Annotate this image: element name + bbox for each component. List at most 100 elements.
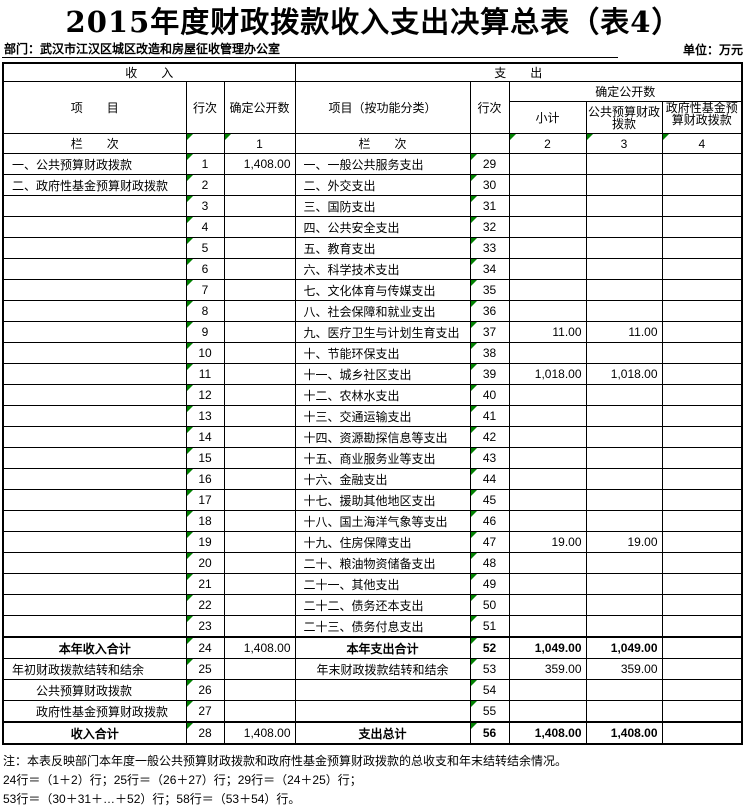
expense-item-cell: 二、外交支出 <box>294 174 471 196</box>
income-line-no-cell: 19 <box>185 531 225 553</box>
income-line-no-cell: 27 <box>185 700 225 723</box>
income-item-cell <box>2 195 187 217</box>
table-row: 15 十五、商业服务业等支出 43 <box>2 447 743 469</box>
income-line-no-cell: 24 <box>185 636 225 659</box>
income-value-cell <box>223 573 296 595</box>
expense-line-no-cell: 32 <box>469 216 510 238</box>
expense-subtotal-cell <box>508 489 587 511</box>
expense-public-budget-cell: 1,018.00 <box>585 363 663 385</box>
expense-line-no-cell: 49 <box>469 573 510 595</box>
income-line-no-index-cell <box>185 133 225 154</box>
income-value-cell <box>223 426 296 448</box>
expense-item-cell: 支出总计 <box>294 721 471 745</box>
expense-public-budget-cell <box>585 216 663 238</box>
income-value-cell <box>223 405 296 427</box>
income-value-cell: 1,408.00 <box>223 153 296 175</box>
expense-gov-fund-cell <box>661 321 743 343</box>
expense-public-budget-cell <box>585 679 663 701</box>
public-budget-header: 公共预算财政拨款 <box>585 101 663 134</box>
table-row: 政府性基金预算财政拨款 27 55 <box>2 700 743 723</box>
income-item-cell <box>2 279 187 301</box>
formula-line-1: 24行＝（1＋2）行；25行＝（26＋27）行；29行＝（24＋25）行； <box>3 773 362 787</box>
expense-line-no-cell: 39 <box>469 363 510 385</box>
expense-subtotal-cell <box>508 426 587 448</box>
expense-item-cell: 六、科学技术支出 <box>294 258 471 280</box>
expense-public-budget-cell <box>585 258 663 280</box>
expense-item-cell: 四、公共安全支出 <box>294 216 471 238</box>
expense-item-cell: 二十、粮油物资储备支出 <box>294 552 471 574</box>
income-value-cell <box>223 321 296 343</box>
expense-gov-fund-cell <box>661 426 743 448</box>
subtotal-header: 小计 <box>508 101 587 134</box>
income-item-cell <box>2 615 187 638</box>
expense-item-cell: 十五、商业服务业等支出 <box>294 447 471 469</box>
income-item-cell <box>2 363 187 385</box>
expense-gov-fund-cell <box>661 679 743 701</box>
expense-subtotal-cell <box>508 195 587 217</box>
expense-item-cell: 五、教育支出 <box>294 237 471 259</box>
expense-subtotal-cell <box>508 510 587 532</box>
income-item-cell <box>2 237 187 259</box>
expense-gov-fund-cell <box>661 195 743 217</box>
expense-gov-fund-cell <box>661 363 743 385</box>
expense-public-budget-cell <box>585 342 663 364</box>
expense-gov-fund-cell <box>661 531 743 553</box>
expense-subtotal-cell: 1,018.00 <box>508 363 587 385</box>
expense-public-budget-cell: 19.00 <box>585 531 663 553</box>
column-header-row: 项 目 行次 确定公开数 项目（按功能分类） 行次 确定公开数 <box>2 81 743 134</box>
income-line-no-cell: 7 <box>185 279 225 301</box>
expense-gov-fund-cell <box>661 573 743 595</box>
expense-subtotal-cell <box>508 153 587 175</box>
expense-subtotal-cell <box>508 342 587 364</box>
expense-gov-fund-cell <box>661 658 743 680</box>
expense-gov-fund-cell <box>661 153 743 175</box>
expense-item-cell: 二十二、债务还本支出 <box>294 594 471 616</box>
income-value-cell <box>223 700 296 723</box>
expense-line-no-cell: 38 <box>469 342 510 364</box>
income-value-cell: 1,408.00 <box>223 721 296 745</box>
table-row: 公共预算财政拨款 26 54 <box>2 679 743 701</box>
expense-line-no-cell: 34 <box>469 258 510 280</box>
formula-line-2: 53行＝（30＋31＋…＋52）行；58行＝（53＋54）行。 <box>3 792 301 806</box>
expense-public-budget-cell <box>585 552 663 574</box>
income-item-cell <box>2 342 187 364</box>
income-value-cell <box>223 615 296 638</box>
section-header-row: 收 入 支 出 <box>2 62 743 82</box>
income-line-no-cell: 13 <box>185 405 225 427</box>
income-item-cell: 收入合计 <box>2 721 187 745</box>
expense-line-no-cell: 46 <box>469 510 510 532</box>
income-value-cell <box>223 300 296 322</box>
expense-subtotal-cell: 1,049.00 <box>508 636 587 659</box>
income-line-no-cell: 23 <box>185 615 225 638</box>
table-row: 22 二十二、债务还本支出 50 <box>2 594 743 616</box>
expense-item-cell: 十七、援助其他地区支出 <box>294 489 471 511</box>
expense-section-header: 支 出 <box>294 62 743 82</box>
expense-line-no-cell: 47 <box>469 531 510 553</box>
expense-item-cell: 七、文化体育与传媒支出 <box>294 279 471 301</box>
table-body: 收 入 支 出 项 目 行次 确定公开数 项目（按功能分类） 行次 确定公开数 … <box>2 62 743 745</box>
expense-public-budget-cell <box>585 153 663 175</box>
income-value-cell: 1,408.00 <box>223 636 296 659</box>
table-row: 18 十八、国土海洋气象等支出 46 <box>2 510 743 532</box>
expense-subtotal-cell <box>508 258 587 280</box>
income-item-cell <box>2 594 187 616</box>
expense-line-no-cell: 48 <box>469 552 510 574</box>
income-line-no-cell: 10 <box>185 342 225 364</box>
income-line-no-cell: 21 <box>185 573 225 595</box>
unit-label: 单位：万元 <box>682 43 743 57</box>
expense-subtotal-cell <box>508 447 587 469</box>
expense-public-budget-cell <box>585 615 663 638</box>
expense-item-cell: 十、节能环保支出 <box>294 342 471 364</box>
expense-line-no-cell: 43 <box>469 447 510 469</box>
expense-line-no-cell: 33 <box>469 237 510 259</box>
income-item-header: 项 目 <box>2 81 187 134</box>
expense-gov-fund-cell <box>661 594 743 616</box>
table-row: 21 二十一、其他支出 49 <box>2 573 743 595</box>
income-value-cell <box>223 363 296 385</box>
income-value-cell <box>223 216 296 238</box>
table-row: 23 二十三、债务付息支出 51 <box>2 615 743 638</box>
expense-public-budget-cell <box>585 384 663 406</box>
income-value-cell <box>223 447 296 469</box>
expense-public-budget-cell <box>585 489 663 511</box>
income-confirmed-header: 确定公开数 <box>223 81 296 134</box>
